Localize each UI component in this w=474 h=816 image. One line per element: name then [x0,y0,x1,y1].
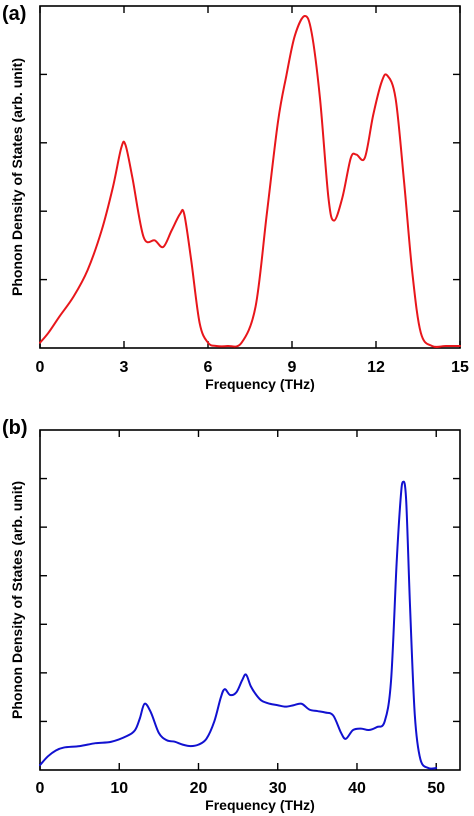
x-tick-label: 3 [120,359,129,376]
x-tick-label: 0 [36,780,45,797]
y-axis-label: Phonon Density of States (arb. unit) [9,58,25,296]
chart-panel-a: (a) 0 3 6 9 12 15 Frequency (THz) Phonon Density… [2,3,469,392]
plot-frame [39,5,461,349]
x-tick-label: 10 [110,780,128,797]
x-tick-label: 40 [348,780,366,797]
x-tick-label: 30 [269,780,287,797]
x-tick-label: 20 [190,780,208,797]
x-axis-label: Frequency (THz) [205,376,315,392]
plot-frame [39,429,461,771]
x-tick-label: 15 [451,359,469,376]
panel-label: (a) [2,3,26,25]
series-line [39,14,461,348]
x-tick-label: 9 [288,359,297,376]
x-tick-label: 0 [36,359,45,376]
chart-panel-b: (b) 0 10 20 30 40 50 Frequency (THz) Phonon Dens… [2,417,461,813]
y-axis-label: Phonon Density of States (arb. unit) [9,481,25,719]
x-axis-label: Frequency (THz) [205,797,315,813]
x-tick-label: 6 [204,359,213,376]
x-tick-label: 12 [367,359,385,376]
panel-label: (b) [2,417,28,439]
x-tick-label: 50 [427,780,445,797]
series-line [39,480,438,770]
